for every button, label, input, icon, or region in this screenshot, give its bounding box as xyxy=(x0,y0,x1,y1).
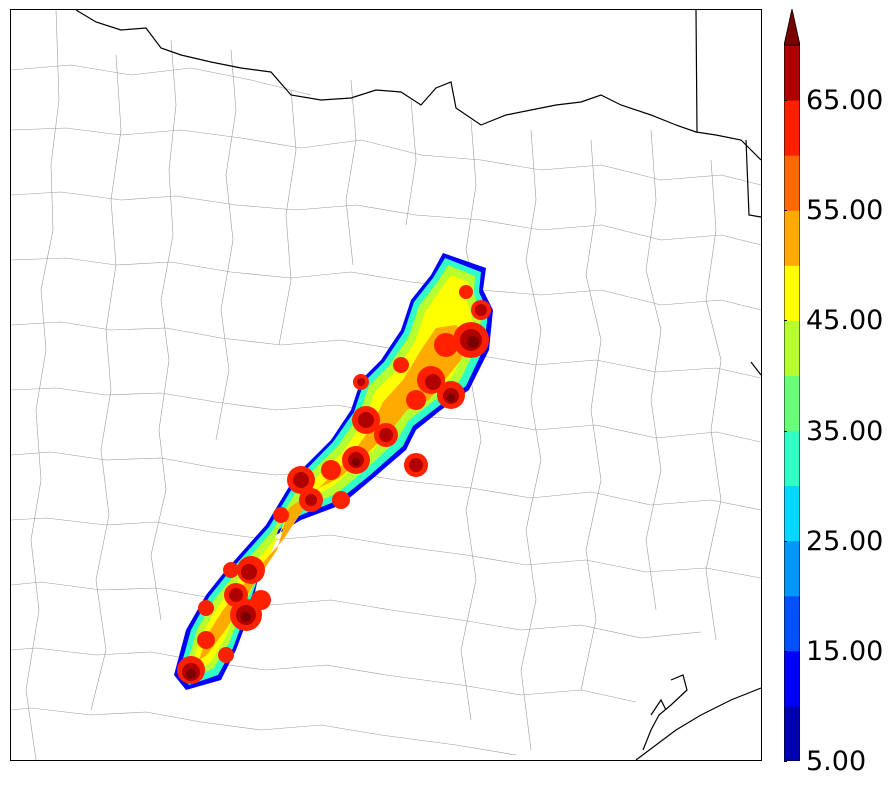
colorbar-tick xyxy=(784,100,787,102)
colorbar-tick xyxy=(784,210,787,212)
colorbar-tick xyxy=(784,540,787,542)
colorbar-tick xyxy=(784,650,787,652)
colorbar-tick-label: 5.00 xyxy=(806,746,867,777)
colorbar xyxy=(784,45,800,761)
colorbar-segment xyxy=(784,265,800,321)
colorbar-segment xyxy=(784,650,800,707)
colorbar-tick-label: 55.00 xyxy=(806,195,884,227)
colorbar-tick xyxy=(784,430,787,432)
colorbar-segment xyxy=(784,595,800,652)
colorbar-segment xyxy=(784,155,800,211)
colorbar-tick xyxy=(784,320,787,322)
colorbar-segment xyxy=(784,485,800,542)
colorbar-segment xyxy=(784,430,800,487)
colorbar-segment xyxy=(784,210,800,266)
colorbar-tick-label: 25.00 xyxy=(806,525,884,557)
storm-swath xyxy=(174,253,493,690)
state-boundaries xyxy=(75,10,761,376)
colorbar-extend-arrow xyxy=(784,9,800,45)
colorbar-tick-label: 35.00 xyxy=(806,415,884,447)
colorbar-tick-label: 65.00 xyxy=(806,85,884,117)
colorbar-segment xyxy=(784,45,800,101)
map-canvas xyxy=(11,10,761,760)
colorbar-segment xyxy=(784,375,800,432)
coastline xyxy=(635,674,761,760)
colorbar-segment xyxy=(784,540,800,597)
map-panel xyxy=(10,9,762,761)
colorbar-segment xyxy=(784,100,800,156)
colorbar-tick-label: 15.00 xyxy=(806,635,884,667)
colorbar-tick xyxy=(784,761,787,762)
colorbar-segment xyxy=(784,320,800,376)
colorbar-tick-label: 45.00 xyxy=(806,305,884,337)
colorbar-segment xyxy=(784,705,800,761)
